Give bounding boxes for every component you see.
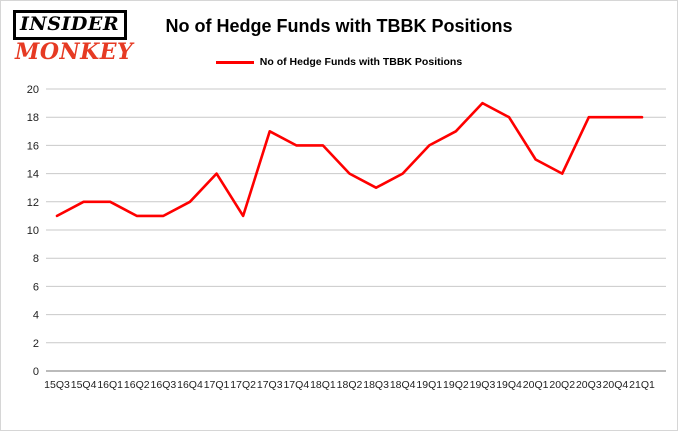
svg-text:19Q4: 19Q4 [496,379,522,391]
svg-text:19Q2: 19Q2 [443,379,469,391]
legend: No of Hedge Funds with TBBK Positions [1,56,677,68]
legend-label: No of Hedge Funds with TBBK Positions [259,56,463,68]
svg-text:14: 14 [27,169,39,181]
svg-text:16Q1: 16Q1 [97,379,123,391]
svg-text:12: 12 [27,197,39,209]
svg-text:19Q3: 19Q3 [470,379,496,391]
x-axis-labels: 15Q3 15Q4 16Q1 16Q2 16Q3 16Q4 17Q1 17Q2 17Q3 17Q4… [44,379,655,391]
y-axis-labels: 0 2 4 6 8 10 12 14 16 18 20 [27,84,39,378]
svg-text:16: 16 [27,140,39,152]
svg-text:20Q4: 20Q4 [603,379,629,391]
logo-monkey-text: MONKEY [15,39,134,65]
svg-text:18Q3: 18Q3 [363,379,389,391]
legend-line-swatch [215,60,254,64]
svg-text:16Q3: 16Q3 [151,379,177,391]
gridlines [46,88,666,372]
svg-text:18Q4: 18Q4 [390,379,416,391]
svg-text:2: 2 [33,338,39,350]
svg-text:18Q2: 18Q2 [337,379,363,391]
svg-text:20Q1: 20Q1 [523,379,549,391]
svg-text:17Q2: 17Q2 [230,379,256,391]
svg-text:21Q1: 21Q1 [629,379,655,391]
svg-text:10: 10 [27,225,39,237]
svg-text:18: 18 [27,112,39,124]
insider-monkey-logo: INSIDER MONKEY [13,10,133,63]
svg-text:20Q3: 20Q3 [576,379,602,391]
svg-text:15Q3: 15Q3 [44,379,70,391]
chart-title: No of Hedge Funds with TBBK Positions [165,16,513,36]
chart-header: No of Hedge Funds with TBBK Positions No… [1,1,677,68]
svg-text:16Q4: 16Q4 [177,379,203,391]
svg-text:15Q4: 15Q4 [71,379,97,391]
svg-text:20Q2: 20Q2 [549,379,575,391]
svg-text:4: 4 [33,310,39,322]
svg-text:6: 6 [33,281,39,293]
svg-text:19Q1: 19Q1 [416,379,442,391]
svg-text:0: 0 [33,366,39,378]
svg-text:17Q3: 17Q3 [257,379,283,391]
svg-text:16Q2: 16Q2 [124,379,150,391]
svg-text:8: 8 [33,253,39,265]
svg-text:17Q4: 17Q4 [283,379,309,391]
svg-text:20: 20 [27,84,39,96]
svg-text:18Q1: 18Q1 [310,379,336,391]
logo-insider-text: INSIDER [13,10,128,40]
svg-text:17Q1: 17Q1 [204,379,230,391]
series-line [55,101,644,218]
